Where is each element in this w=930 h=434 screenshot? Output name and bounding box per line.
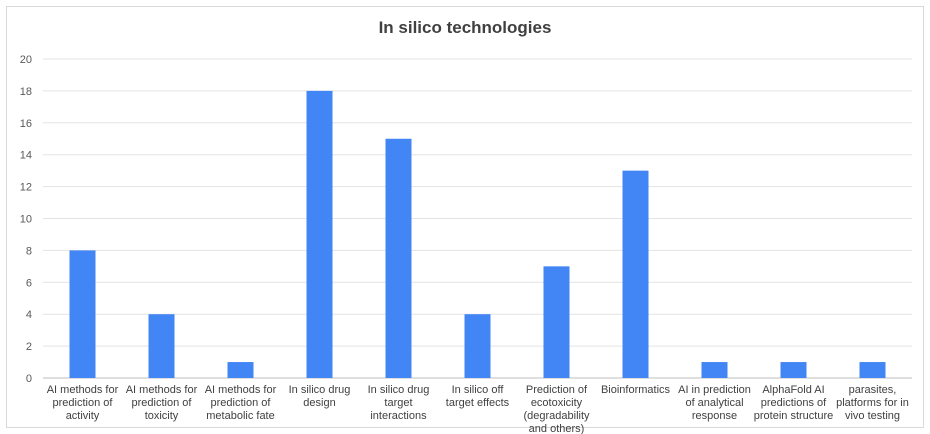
bar <box>385 138 412 378</box>
bar <box>306 90 333 379</box>
bar <box>69 250 96 378</box>
y-tick-label: 4 <box>26 309 32 321</box>
bar <box>543 266 570 378</box>
y-tick-label: 2 <box>26 341 32 353</box>
y-tick-label: 18 <box>20 86 32 98</box>
y-tick-label: 8 <box>26 245 32 257</box>
x-tick-label: In silico drug design <box>289 384 351 409</box>
x-tick-label: AI methods for prediction of toxicity <box>126 384 198 422</box>
bar <box>227 362 254 378</box>
x-tick-label: AI methods for prediction of metabolic fat… <box>205 384 277 422</box>
x-tick-label: AI methods for prediction of activity <box>47 384 119 422</box>
bar <box>859 362 886 378</box>
chart-title: In silico technologies <box>378 18 552 37</box>
bar <box>780 362 807 378</box>
bar <box>464 314 491 378</box>
bar <box>622 170 649 378</box>
y-tick-label: 20 <box>20 54 32 66</box>
x-tick-label: In silico drug target interactions <box>368 384 430 422</box>
x-tick-label: AlphaFold AI predictions of protein struct… <box>754 384 833 422</box>
gridlines <box>43 58 912 379</box>
y-tick-label: 14 <box>20 150 32 162</box>
y-axis-ticks: 0 2 4 6 8 10 12 14 16 18 20 <box>20 54 32 385</box>
bar <box>701 362 728 378</box>
x-tick-label: Prediction of ecotoxicity (degradability an… <box>523 384 590 434</box>
y-tick-label: 10 <box>20 214 32 226</box>
bar <box>148 314 175 378</box>
x-tick-label: AI in prediction of analytical response <box>678 384 751 422</box>
y-tick-label: 0 <box>26 373 32 385</box>
y-tick-label: 16 <box>20 118 32 130</box>
y-tick-label: 12 <box>20 182 32 194</box>
x-tick-label: In silico off target effects <box>446 384 510 409</box>
x-tick-label: parasites, platforms for in vivo testing <box>836 384 909 422</box>
y-tick-label: 6 <box>26 277 32 289</box>
bars <box>69 90 886 379</box>
x-tick-label: Bioinformatics <box>601 384 671 396</box>
